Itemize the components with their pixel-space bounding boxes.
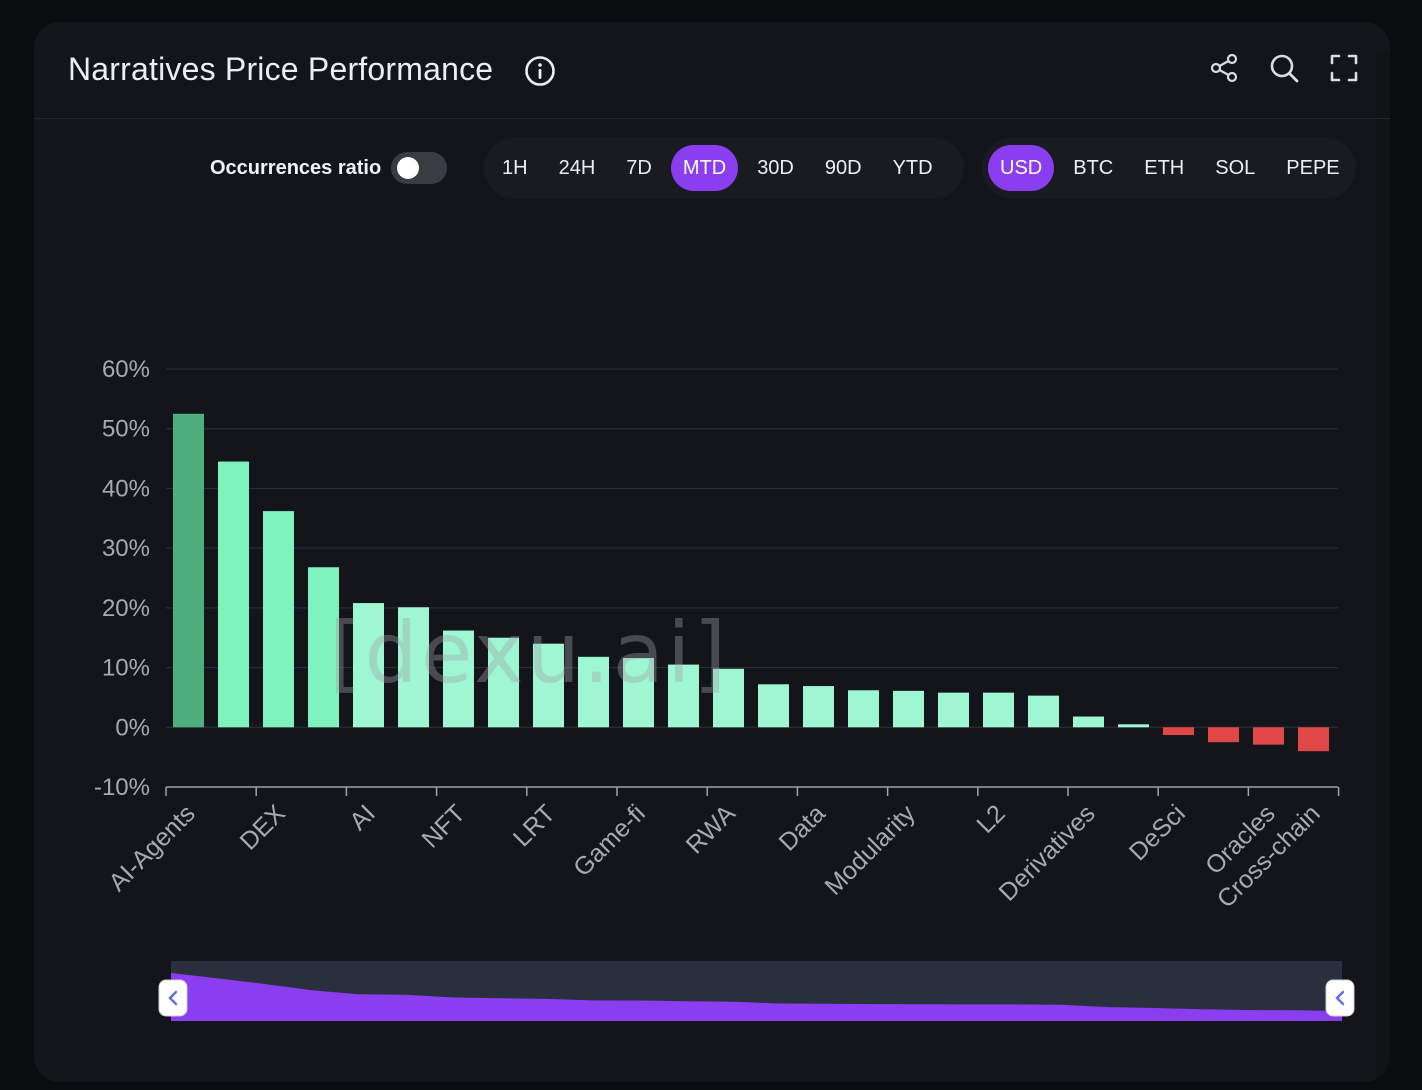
currency-pepe-button[interactable]: PEPE	[1286, 157, 1340, 179]
toggle-knob	[397, 157, 420, 179]
currency-sol-button[interactable]: SOL	[1215, 157, 1256, 179]
timeframe-90d-button[interactable]: 90D	[824, 157, 862, 179]
bar[interactable]	[533, 643, 564, 728]
search-icon[interactable]	[1268, 52, 1300, 84]
y-tick-label: 20%	[102, 595, 150, 622]
currency-selector: USD BTC ETH SOL PEPE	[982, 137, 1356, 199]
page-edge	[0, 0, 14, 1090]
bar[interactable]	[353, 603, 384, 728]
zoom-handle-right[interactable]	[1325, 979, 1355, 1017]
bar[interactable]	[668, 664, 699, 728]
currency-eth-button[interactable]: ETH	[1144, 157, 1185, 179]
bar[interactable]	[848, 690, 879, 728]
x-tick-label: Game-fi	[568, 799, 651, 882]
watermark: [dexu.ai]	[329, 604, 730, 702]
page-title: Narratives Price Performance	[68, 51, 494, 87]
timeframe-ytd-button[interactable]: YTD	[892, 157, 933, 179]
bar-chart: 60% 50% 40% 30% 20% 10% 0% -10% AI-Agents DEX AI N…	[94, 356, 1355, 1021]
timeframe-7d-button[interactable]: 7D	[626, 157, 652, 179]
bar[interactable]	[623, 658, 654, 728]
x-tick-label: Derivatives	[994, 799, 1101, 906]
share-icon[interactable]	[1208, 52, 1240, 84]
bar[interactable]	[758, 684, 789, 728]
occurrences-ratio-control: Occurrences ratio	[210, 150, 448, 186]
zoom-preview-area	[171, 973, 1342, 1021]
fullscreen-icon[interactable]	[1328, 52, 1360, 84]
bar[interactable]	[1028, 695, 1059, 728]
y-tick-label: 0%	[115, 714, 150, 741]
chevron-left-icon	[1335, 990, 1345, 1006]
x-tick-label: AI	[344, 799, 381, 836]
y-tick-label: 30%	[102, 535, 150, 562]
chart-card: Narratives Price Performance Occurrences…	[34, 22, 1390, 1082]
y-tick-label: -10%	[94, 774, 150, 801]
bar[interactable]	[398, 607, 429, 728]
bar[interactable]	[443, 630, 474, 728]
bar[interactable]	[983, 692, 1014, 728]
y-tick-label: 10%	[102, 655, 150, 682]
x-tick-label: LRT	[508, 799, 561, 852]
timeframe-24h-button[interactable]: 24H	[558, 157, 596, 179]
occurrences-ratio-label: Occurrences ratio	[210, 156, 382, 179]
bar[interactable]	[713, 668, 744, 728]
timeframe-mtd-button[interactable]: MTD	[670, 145, 739, 191]
x-tick-label: DeSci	[1124, 799, 1191, 866]
bar[interactable]	[1163, 727, 1194, 736]
x-tick-label: AI-Agents	[103, 799, 200, 896]
x-tick-label: DEX	[235, 799, 291, 855]
bar[interactable]	[1118, 724, 1149, 728]
bar[interactable]	[938, 692, 969, 728]
timeframe-selector: 1H 24H 7D MTD 30D 90D YTD	[484, 137, 964, 199]
bar[interactable]	[1208, 727, 1239, 743]
y-tick-label: 50%	[102, 416, 150, 443]
currency-btc-button[interactable]: BTC	[1073, 157, 1114, 179]
zoom-handle-left[interactable]	[158, 979, 188, 1017]
timeframe-30d-button[interactable]: 30D	[757, 157, 794, 179]
y-tick-label: 60%	[102, 356, 150, 383]
bar[interactable]	[1073, 716, 1104, 728]
x-tick-label: NFT	[417, 799, 471, 853]
timeframe-1h-button[interactable]: 1H	[502, 157, 528, 179]
bar[interactable]	[803, 686, 834, 728]
currency-usd-button[interactable]: USD	[988, 145, 1055, 191]
chevron-left-icon	[168, 990, 178, 1006]
bar[interactable]	[893, 690, 924, 728]
x-tick-label: RWA	[681, 799, 741, 859]
bar[interactable]	[1253, 727, 1284, 745]
bar[interactable]	[173, 413, 204, 728]
bar[interactable]	[1298, 727, 1329, 752]
bar[interactable]	[218, 461, 249, 728]
y-tick-label: 40%	[102, 475, 150, 502]
card-edge	[1376, 52, 1390, 1082]
bar[interactable]	[263, 511, 294, 728]
card-header: Narratives Price Performance	[34, 22, 1390, 119]
x-tick-label: L2	[971, 799, 1010, 838]
occurrences-ratio-toggle[interactable]	[391, 152, 448, 184]
info-icon[interactable]	[524, 55, 556, 87]
bar[interactable]	[488, 637, 519, 728]
bar[interactable]	[308, 567, 339, 728]
x-tick-label: Modularity	[819, 799, 921, 901]
bar[interactable]	[578, 656, 609, 728]
x-tick-label: Data	[774, 799, 831, 856]
